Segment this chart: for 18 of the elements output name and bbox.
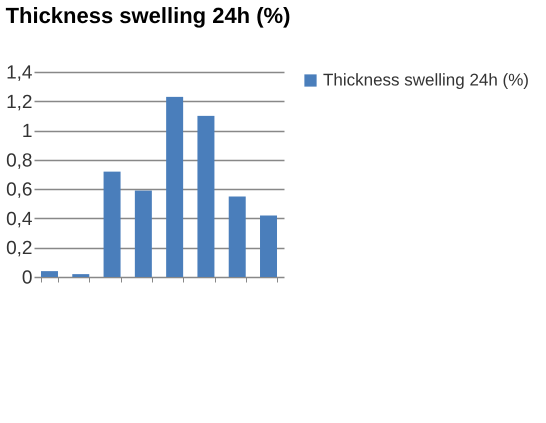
bar (40, 271, 58, 277)
y-tick-label: 1,4 (6, 62, 33, 84)
bar (104, 172, 121, 277)
y-tick-label: 0,2 (6, 238, 32, 260)
bar (72, 274, 90, 277)
bar (197, 116, 214, 277)
y-tick-label: 0 (22, 268, 32, 288)
y-tick-label: 0,4 (6, 208, 33, 230)
bar (166, 96, 184, 277)
legend-label: Thickness swelling 24h (%) (323, 70, 529, 90)
y-tick-label: 1 (22, 121, 32, 142)
chart-title: Thickness swelling 24h (%) (6, 3, 290, 28)
y-tick-label: 0,8 (6, 150, 32, 172)
bar (134, 190, 152, 277)
y-tick-label: 1,2 (6, 92, 32, 113)
y-tick-label: 0,6 (6, 180, 32, 201)
bar (228, 196, 246, 277)
bar (260, 216, 278, 277)
